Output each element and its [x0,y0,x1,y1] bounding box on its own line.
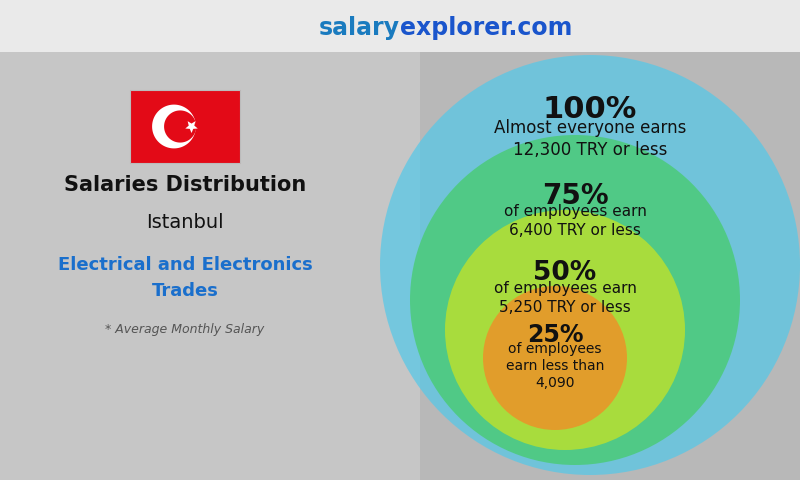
Bar [0,0,800,52]
Text: of employees earn
5,250 TRY or less: of employees earn 5,250 TRY or less [494,281,637,314]
Text: Almost everyone earns
12,300 TRY or less: Almost everyone earns 12,300 TRY or less [494,119,686,159]
Text: Electrical and Electronics
Trades: Electrical and Electronics Trades [58,256,312,300]
Circle shape [483,286,627,430]
Text: explorer.com: explorer.com [400,16,572,40]
Text: Istanbul: Istanbul [146,213,224,231]
Text: 50%: 50% [534,260,597,286]
Circle shape [445,210,685,450]
Text: of employees
earn less than
4,090: of employees earn less than 4,090 [506,342,604,390]
Text: 75%: 75% [542,182,608,210]
Polygon shape [186,121,198,133]
Polygon shape [152,105,196,148]
FancyBboxPatch shape [130,90,240,163]
Circle shape [410,135,740,465]
Circle shape [380,55,800,475]
Text: salary: salary [319,16,400,40]
Polygon shape [164,110,196,143]
Text: * Average Monthly Salary: * Average Monthly Salary [106,324,265,336]
Text: of employees earn
6,400 TRY or less: of employees earn 6,400 TRY or less [503,204,646,238]
Bar [0,0,420,480]
Text: Salaries Distribution: Salaries Distribution [64,175,306,195]
Text: 25%: 25% [526,323,583,347]
Text: 100%: 100% [543,95,637,124]
